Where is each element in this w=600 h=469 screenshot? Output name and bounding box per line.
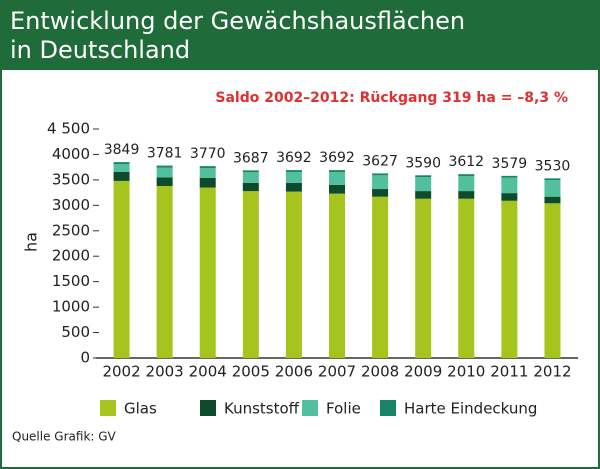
bar-segment	[113, 171, 130, 181]
x-tick-label: 2012	[533, 363, 571, 381]
bar-segment	[544, 203, 561, 358]
bar-segment	[329, 172, 345, 185]
y-tick-label: 0	[80, 349, 90, 367]
total-label: 3579	[492, 156, 528, 172]
bar-segment	[285, 172, 302, 183]
bar-segment	[285, 182, 302, 192]
bar-segment	[156, 177, 173, 186]
total-label: 3770	[190, 146, 226, 162]
x-tick-label: 2009	[404, 363, 442, 381]
legend-label: Folie	[326, 400, 361, 418]
total-label: 3590	[405, 155, 441, 171]
bar-segment	[242, 170, 259, 173]
y-tick-label: 1000	[52, 298, 90, 316]
legend-label: Harte Eindeckung	[404, 400, 537, 418]
bar-segment	[544, 196, 561, 204]
y-tick-label: 4000	[52, 145, 90, 163]
x-tick-label: 2007	[318, 363, 356, 381]
y-tick-label: 1500	[52, 272, 90, 290]
bar-segment	[242, 191, 259, 358]
bar-segment	[329, 184, 345, 194]
legend-swatch	[380, 400, 396, 416]
source: Quelle Grafik: GV	[12, 430, 117, 444]
bar-segment	[285, 170, 302, 173]
total-label: 3692	[319, 150, 355, 166]
chart-title: Entwicklung der Gewächshausflächen in De…	[10, 7, 466, 64]
x-tick-label: 2005	[232, 363, 270, 381]
bar-segment	[415, 175, 432, 178]
bar-segment	[501, 193, 518, 201]
y-tick-label: 500	[61, 323, 90, 341]
total-label: 3687	[233, 150, 269, 166]
bar-segment	[458, 174, 475, 176]
legend-label: Kunststoff	[224, 400, 300, 418]
bar-segment	[372, 189, 389, 197]
bar-segment	[156, 185, 173, 358]
bar-segment	[199, 187, 216, 358]
bar-segment	[329, 193, 345, 358]
x-tick-label: 2008	[361, 363, 399, 381]
y-tick-label: 2500	[52, 221, 90, 239]
bar-segment	[242, 172, 259, 183]
legend-swatch	[100, 400, 116, 416]
bar-segment	[415, 198, 432, 358]
bar-segment	[329, 170, 345, 173]
bar-segment	[113, 180, 130, 358]
bar-segment	[372, 196, 389, 358]
y-tick-label: 3500	[52, 170, 90, 188]
bar-segment	[199, 177, 216, 188]
bar-segment	[199, 166, 216, 169]
bar-segment	[156, 167, 173, 178]
bar-segment	[544, 178, 561, 181]
bar-segment	[501, 175, 518, 178]
total-label: 3612	[448, 154, 484, 170]
total-label: 3781	[147, 146, 183, 162]
bar-segment	[199, 168, 216, 178]
subtitle: Saldo 2002–2012: Rückgang 319 ha = –8,3 …	[215, 90, 568, 106]
bar-segment	[372, 173, 389, 176]
x-tick-label: 2011	[490, 363, 528, 381]
x-tick-label: 2006	[275, 363, 313, 381]
bar-segment	[458, 198, 475, 358]
y-axis-label: ha	[22, 232, 41, 252]
bar-segment	[372, 175, 389, 190]
bar-segment	[415, 177, 432, 192]
y-tick-label: 3000	[52, 196, 90, 214]
bar-segment	[501, 200, 518, 358]
y-tick-label: 2000	[52, 247, 90, 265]
bar-segment	[285, 191, 302, 358]
bar-segment	[113, 162, 130, 165]
y-tick-label: 4 500	[47, 120, 90, 138]
total-label: 3692	[276, 150, 312, 166]
total-label: 3530	[535, 158, 571, 174]
legend-swatch	[200, 400, 216, 416]
total-label: 3849	[104, 142, 140, 158]
bar-segment	[458, 175, 475, 192]
bar-segment	[113, 164, 130, 172]
bar-segment	[544, 180, 561, 197]
bar-segment	[458, 191, 475, 199]
bar-segment	[501, 177, 518, 194]
x-tick-label: 2002	[102, 363, 140, 381]
x-tick-label: 2003	[146, 363, 184, 381]
x-tick-label: 2004	[189, 363, 227, 381]
bar-segment	[415, 191, 432, 199]
bar-segment	[156, 165, 173, 168]
legend-label: Glas	[124, 400, 157, 418]
header: Entwicklung der Gewächshausflächen in De…	[2, 2, 598, 70]
x-tick-label: 2010	[447, 363, 485, 381]
legend-swatch	[302, 400, 318, 416]
bar-segment	[242, 182, 259, 192]
total-label: 3627	[362, 153, 398, 169]
